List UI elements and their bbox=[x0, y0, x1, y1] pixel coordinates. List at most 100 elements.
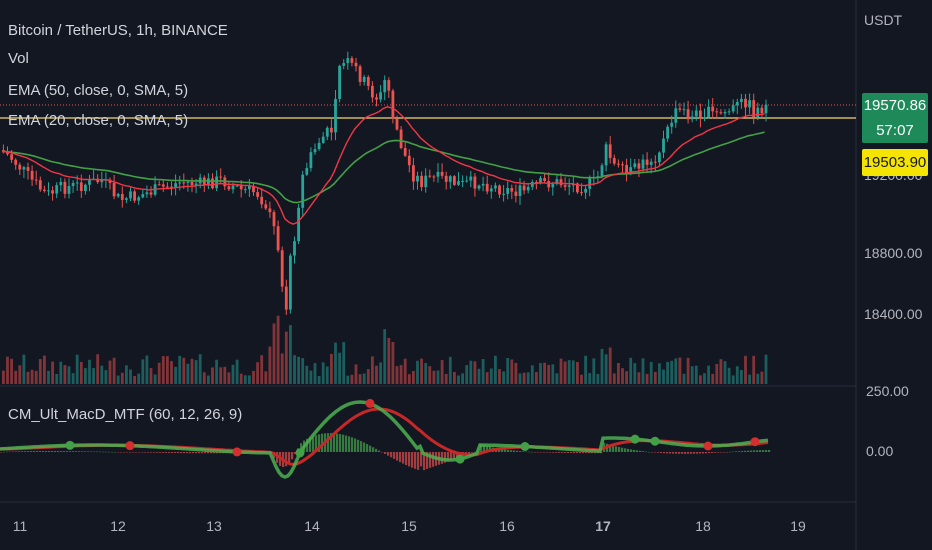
macd-histogram-bar bbox=[555, 452, 558, 453]
macd-histogram-bar bbox=[168, 452, 171, 453]
macd-histogram-bar bbox=[159, 452, 162, 453]
volume-bar bbox=[10, 358, 13, 384]
last-price-tag: 19570.86 bbox=[862, 93, 928, 118]
volume-bar bbox=[412, 370, 415, 384]
ema-value-tag: 19503.90 bbox=[862, 149, 928, 176]
macd-histogram-bar bbox=[474, 451, 477, 453]
volume-bar bbox=[243, 375, 247, 384]
candle-body bbox=[666, 126, 669, 139]
macd-histogram-bar bbox=[579, 452, 582, 454]
volume-bar bbox=[715, 364, 719, 384]
candle-body bbox=[129, 191, 132, 199]
volume-bar bbox=[30, 369, 34, 384]
macd-cross-dot bbox=[630, 434, 640, 444]
macd-histogram-bar bbox=[411, 452, 414, 468]
candle-body bbox=[100, 179, 104, 183]
candle-body bbox=[506, 188, 510, 194]
macd-histogram-bar bbox=[357, 439, 360, 452]
volume-bar bbox=[92, 368, 95, 384]
volume-bar bbox=[375, 365, 378, 384]
volume-bar bbox=[625, 371, 628, 384]
macd-histogram-bar bbox=[126, 452, 129, 453]
volume-bar bbox=[510, 359, 514, 384]
macd-histogram-bar bbox=[591, 452, 594, 454]
macd-histogram-bar bbox=[147, 452, 150, 453]
vol-legend[interactable]: Vol bbox=[8, 50, 29, 67]
volume-bar bbox=[63, 365, 67, 384]
macd-histogram-bar bbox=[321, 433, 324, 452]
macd-histogram-bar bbox=[129, 452, 132, 453]
macd-histogram-bar bbox=[213, 452, 216, 454]
candle-body bbox=[112, 182, 116, 197]
volume-bar bbox=[522, 372, 526, 384]
macd-histogram-bar bbox=[333, 433, 336, 452]
candle-body bbox=[580, 192, 583, 194]
macd-legend[interactable]: CM_Ult_MacD_MTF (60, 12, 26, 9) bbox=[8, 406, 243, 423]
symbol-title[interactable]: Bitcoin / TetherUS, 1h, BINANCE bbox=[8, 22, 228, 39]
candle-body bbox=[354, 62, 358, 67]
macd-histogram-bar bbox=[57, 451, 60, 452]
ema20-legend[interactable]: EMA (20, close, 0, SMA, 5) bbox=[8, 112, 189, 129]
macd-histogram-bar bbox=[96, 451, 99, 453]
candle-body bbox=[219, 176, 223, 178]
candle-body bbox=[416, 175, 419, 182]
volume-bar bbox=[272, 323, 276, 384]
macd-cross-dot bbox=[520, 442, 530, 452]
macd-histogram-bar bbox=[48, 451, 51, 452]
candle-body bbox=[535, 181, 538, 183]
macd-histogram-bar bbox=[177, 452, 180, 454]
candle-body bbox=[395, 118, 399, 130]
candle-body bbox=[252, 185, 255, 193]
macd-histogram-bar bbox=[702, 452, 705, 454]
macd-histogram-bar bbox=[630, 449, 633, 452]
candle-body bbox=[34, 179, 38, 181]
candle-body bbox=[489, 188, 493, 192]
macd-histogram-bar bbox=[216, 452, 219, 454]
macd-histogram-bar bbox=[519, 451, 522, 452]
volume-bar bbox=[153, 374, 157, 384]
volume-bar bbox=[211, 367, 214, 384]
macd-histogram-bar bbox=[36, 451, 39, 452]
candle-body bbox=[555, 179, 559, 185]
macd-histogram-bar bbox=[348, 436, 351, 452]
candle-body bbox=[424, 175, 428, 188]
volume-bar bbox=[481, 359, 485, 384]
volume-bar bbox=[260, 355, 264, 384]
candle-body bbox=[391, 90, 395, 119]
macd-histogram-bar bbox=[402, 452, 405, 464]
candle-body bbox=[182, 182, 186, 184]
volume-bar bbox=[563, 361, 567, 384]
candle-body bbox=[690, 116, 694, 120]
macd-histogram-bar bbox=[189, 452, 192, 454]
candle-body bbox=[727, 111, 731, 113]
candle-body bbox=[547, 180, 551, 188]
candle-body bbox=[608, 144, 612, 159]
volume-bar bbox=[518, 373, 522, 384]
volume-bar bbox=[362, 373, 366, 384]
macd-cross-dot bbox=[125, 441, 135, 451]
volume-bar bbox=[735, 366, 739, 384]
macd-histogram-bar bbox=[396, 452, 399, 461]
macd-histogram-bar bbox=[522, 451, 525, 452]
candle-body bbox=[18, 164, 22, 170]
volume-bar bbox=[14, 370, 18, 384]
macd-histogram-bar bbox=[651, 452, 654, 453]
volume-bar bbox=[707, 365, 710, 384]
candle-body bbox=[321, 136, 325, 143]
volume-bar bbox=[231, 364, 235, 384]
candle-body bbox=[317, 142, 321, 150]
volume-bar bbox=[489, 368, 493, 384]
volume-bar bbox=[116, 375, 120, 384]
macd-histogram-bar bbox=[456, 452, 459, 459]
volume-bar bbox=[432, 370, 436, 384]
macd-histogram-bar bbox=[24, 451, 27, 452]
candle-body bbox=[658, 152, 661, 163]
candle-body bbox=[625, 165, 628, 174]
candle-body bbox=[379, 92, 382, 100]
ema50-legend[interactable]: EMA (50, close, 0, SMA, 5) bbox=[8, 82, 189, 99]
volume-bar bbox=[744, 355, 747, 384]
candle-body bbox=[600, 165, 604, 177]
candle-body bbox=[47, 190, 50, 192]
